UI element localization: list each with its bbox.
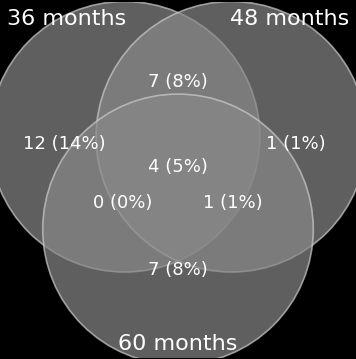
Text: 48 months: 48 months (230, 9, 349, 29)
Text: 60 months: 60 months (118, 334, 238, 354)
Text: 7 (8%): 7 (8%) (148, 261, 208, 279)
Text: 0 (0%): 0 (0%) (93, 194, 152, 212)
Circle shape (96, 1, 356, 272)
Text: 4 (5%): 4 (5%) (148, 158, 208, 176)
Text: 1 (1%): 1 (1%) (203, 194, 263, 212)
Text: 12 (14%): 12 (14%) (23, 135, 105, 153)
Circle shape (0, 1, 260, 272)
Text: 1 (1%): 1 (1%) (266, 135, 325, 153)
Text: 7 (8%): 7 (8%) (148, 73, 208, 90)
Circle shape (43, 94, 313, 359)
Text: 36 months: 36 months (7, 9, 126, 29)
